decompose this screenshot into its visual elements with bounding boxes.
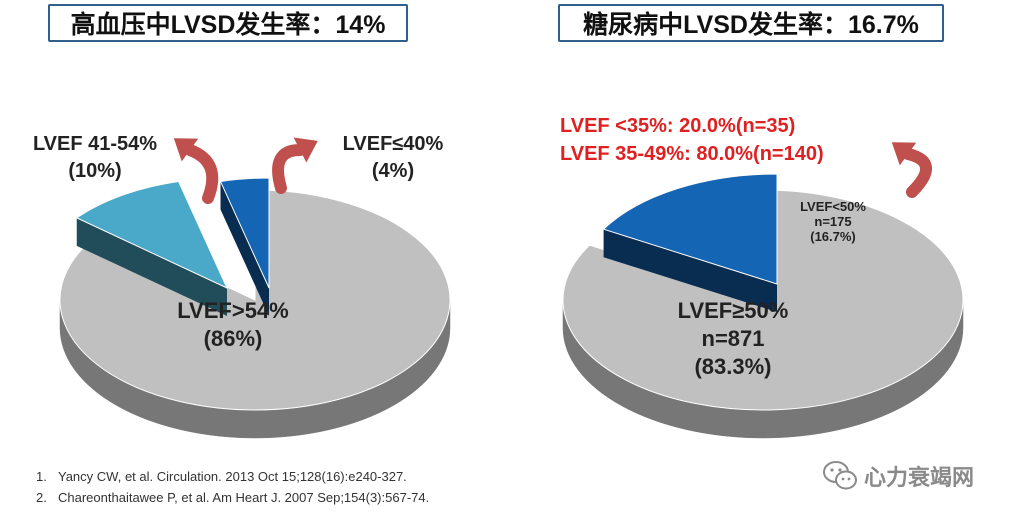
pie-slice: [562, 189, 964, 439]
wechat-icon: [823, 461, 857, 490]
chart-title-hypertension: 高血压中LVSD发生率：14%: [48, 4, 408, 42]
pie-slice: [219, 177, 270, 316]
subgroup-annotation: LVEF <35%: 20.0%(n=35) LVEF 35-49%: 80.0%…: [560, 115, 824, 165]
slice-label: LVEF≥50% n=871 (83.3%): [678, 298, 789, 379]
slice-label-line: LVEF≥50%: [678, 298, 789, 323]
pie-chart-2: LVEF≥50% n=871 (83.3%) LVEF<50% n=175 (16.7%): [562, 173, 964, 439]
pie-slice: [59, 189, 451, 439]
slice-label-line: (10%): [68, 160, 121, 182]
callout-arrow: [173, 138, 219, 204]
slice-label: LVEF<50% n=175 (16.7%): [800, 199, 866, 244]
reference-item: 2. Chareonthaitawee P, et al. Am Heart J.…: [36, 490, 430, 505]
slice-label-line: (4%): [372, 160, 414, 182]
slice-label-line: (86%): [204, 326, 263, 351]
callout-arrow: [891, 142, 932, 198]
slice-label-line: LVEF≤40%: [343, 133, 444, 155]
reference-item: 1. Yancy CW, et al. Circulation. 2013 Oct…: [36, 469, 407, 484]
chart-title-diabetes: 糖尿病中LVSD发生率：16.7%: [558, 4, 944, 42]
slice-label: LVEF≤40% (4%): [343, 133, 444, 182]
callout-arrow: [272, 137, 318, 194]
annotation-line: LVEF 35-49%: 80.0%(n=140): [560, 143, 824, 165]
slice-label-line: LVEF<50%: [800, 199, 866, 214]
pie-slice: [75, 180, 229, 316]
annotation-line: LVEF <35%: 20.0%(n=35): [560, 115, 795, 137]
pie-chart-1: LVEF>54% (86%) LVEF 41-54% (10%) LVEF≤40% (4%…: [33, 133, 451, 439]
slice-label-line: (16.7%): [810, 229, 856, 244]
slice-label-line: n=175: [814, 214, 851, 229]
slice-label-line: LVEF 41-54%: [33, 133, 157, 155]
watermark: 心力衰竭网: [822, 460, 974, 492]
slice-label: LVEF 41-54% (10%): [33, 133, 157, 182]
slice-label-line: LVEF>54%: [177, 298, 288, 323]
slice-label: LVEF>54% (86%): [177, 298, 288, 351]
slice-label-line: n=871: [702, 326, 765, 351]
slice-label-line: (83.3%): [694, 354, 771, 379]
pie-slice: [602, 173, 778, 312]
references: 1. Yancy CW, et al. Circulation. 2013 Oct…: [36, 466, 429, 508]
watermark-text: 心力衰竭网: [864, 465, 975, 490]
